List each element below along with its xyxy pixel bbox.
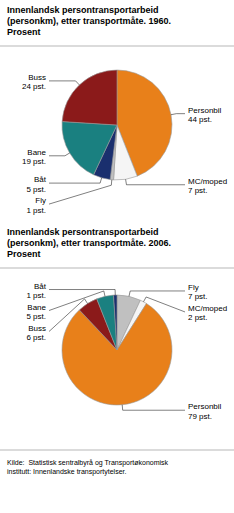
data-label-category: Fly [188, 283, 199, 292]
data-label-category: Bane [27, 148, 46, 157]
pie-chart: Innenlandsk persontransportarbeid(person… [0, 5, 234, 214]
leader-line [129, 291, 185, 296]
separator [0, 46, 234, 47]
leader-line [49, 291, 105, 311]
data-label: 19 pst. [22, 157, 46, 166]
data-label-category: Båt [34, 282, 47, 291]
leader-line [171, 114, 185, 115]
leader-line [49, 299, 88, 332]
data-label-category: Personbil [188, 402, 222, 411]
pie: Båt1 pst. Bane5 pst. Buss6 pst. Fly7 pst. MC… [26, 282, 227, 421]
data-label: 5 pst. [26, 185, 46, 194]
pie-slice [97, 295, 117, 350]
data-label: 7 pst. [188, 292, 208, 301]
leader-line [49, 180, 112, 204]
chart-title: Innenlandsk persontransportarbeid(person… [7, 227, 171, 259]
leader-line [122, 405, 185, 410]
leader-line [49, 178, 102, 183]
data-label: 1 pst. [26, 291, 46, 300]
leader-line [49, 153, 70, 156]
leader-line [126, 179, 185, 184]
pie: Buss24 pst. Bane19 pst. Båt5 pst. Fly1 pst.… [22, 70, 227, 215]
chart-canvas: Innenlandsk persontransportarbeid(person… [0, 0, 234, 513]
chart-title: Innenlandsk persontransportarbeid(person… [7, 5, 171, 37]
separator [0, 268, 234, 269]
data-label: 79 pst. [188, 412, 212, 421]
leader-line [49, 81, 79, 85]
data-label: 1 pst. [26, 206, 46, 215]
pie-chart: Innenlandsk persontransportarbeid(person… [0, 227, 234, 421]
data-label: 24 pst. [22, 82, 46, 91]
data-label-category: Buss [28, 73, 46, 82]
pie-slice [62, 122, 117, 175]
leader-line [49, 290, 115, 295]
data-label: 2 pst. [188, 313, 208, 322]
data-label-category: Bane [27, 303, 46, 312]
pie-slice [114, 125, 138, 180]
data-label: 5 pst. [26, 312, 46, 321]
data-label-category: MC/moped [188, 304, 227, 313]
data-label-category: Personbil [188, 106, 222, 115]
separator [0, 450, 234, 451]
data-label: 7 pst. [188, 186, 208, 195]
leader-line [143, 297, 185, 312]
data-label-category: Båt [34, 175, 47, 184]
data-label: 44 pst. [188, 115, 212, 124]
data-label: 6 pst. [26, 333, 46, 342]
data-label-category: MC/moped [188, 177, 227, 186]
pie-slice [62, 70, 117, 125]
data-label-category: Fly [35, 196, 46, 205]
source-note: Kilde: Statistisk sentralbyrå og Transpo… [7, 459, 169, 476]
data-label-category: Buss [28, 324, 46, 333]
pie-slice [114, 295, 117, 350]
